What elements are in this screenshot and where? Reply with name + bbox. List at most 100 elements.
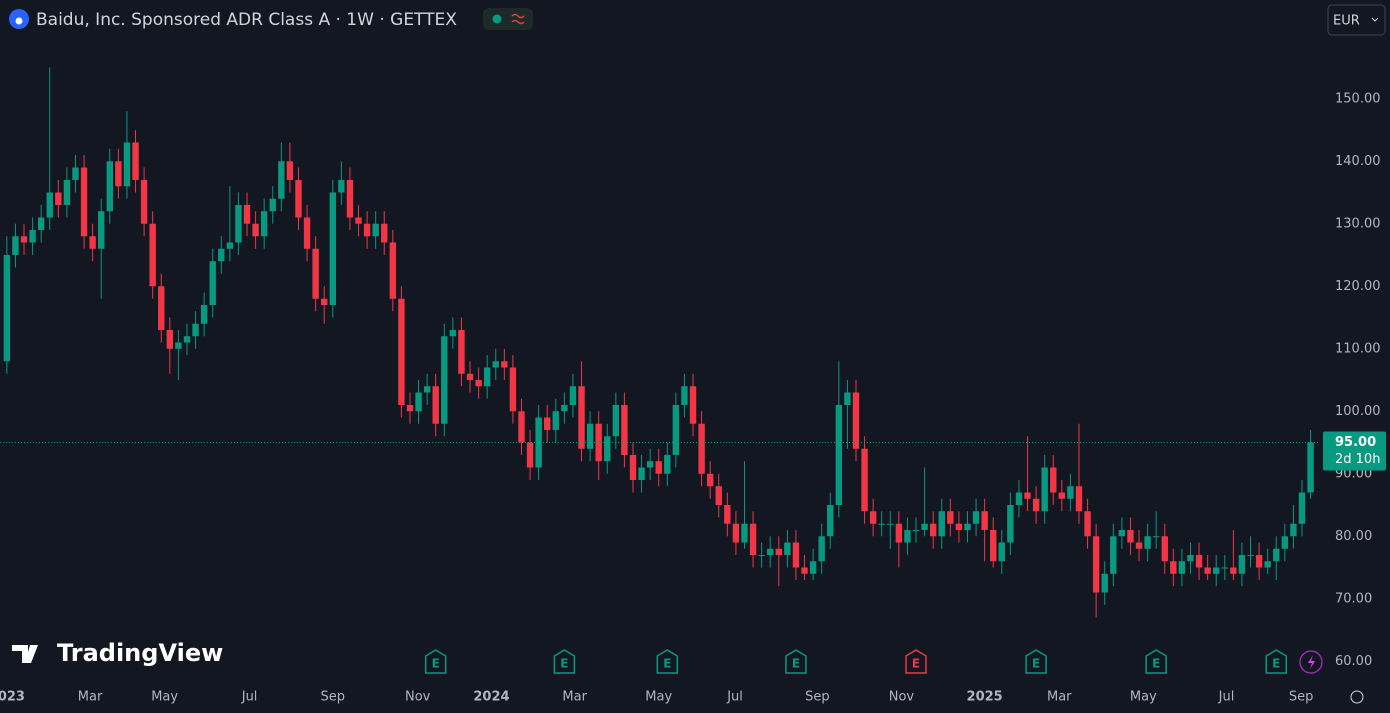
candle-body bbox=[423, 386, 431, 393]
candle-body bbox=[561, 405, 568, 412]
candle-body bbox=[466, 373, 474, 380]
candle-body bbox=[1110, 536, 1117, 574]
candle-body bbox=[46, 192, 53, 218]
candle-body bbox=[501, 361, 508, 368]
candle-body bbox=[818, 536, 825, 562]
market-status bbox=[492, 14, 502, 24]
candle-body bbox=[303, 217, 311, 249]
candle-body bbox=[612, 405, 620, 437]
x-tick-label: Nov bbox=[889, 690, 915, 705]
candle-body bbox=[990, 530, 997, 562]
candle-body bbox=[998, 542, 1005, 562]
candle-body bbox=[321, 298, 328, 305]
settings-icon[interactable] bbox=[1350, 690, 1364, 704]
x-tick-label: Sep bbox=[1289, 690, 1314, 705]
candle-body bbox=[732, 523, 740, 543]
candle-body bbox=[655, 461, 662, 474]
candle-body bbox=[1255, 555, 1263, 568]
candle-body bbox=[269, 198, 276, 212]
plot: 60.0070.0080.0090.00100.00110.00120.0013… bbox=[0, 67, 1386, 705]
x-tick-label: Mar bbox=[1047, 690, 1072, 705]
y-tick-label: 70.00 bbox=[1335, 591, 1372, 606]
candle-body bbox=[286, 161, 294, 180]
currency-label: EUR bbox=[1333, 14, 1360, 29]
candle-body bbox=[767, 548, 774, 555]
dividend-icon[interactable] bbox=[1299, 650, 1323, 674]
currency-button[interactable] bbox=[1327, 4, 1386, 36]
candle-body bbox=[604, 436, 611, 462]
y-tick-label: 100.00 bbox=[1335, 404, 1381, 419]
candle-body bbox=[552, 411, 559, 430]
x-tick-label: 2024 bbox=[473, 690, 509, 705]
earnings-label: E bbox=[1152, 657, 1160, 671]
candle-body bbox=[972, 511, 980, 524]
candle-body bbox=[827, 505, 834, 537]
candle-body bbox=[312, 248, 319, 299]
candle-body bbox=[226, 242, 234, 249]
candle-body bbox=[844, 392, 851, 405]
y-tick-label: 140.00 bbox=[1335, 154, 1381, 169]
earnings-badge bbox=[656, 649, 679, 674]
candle-body bbox=[586, 423, 594, 449]
candle-body bbox=[792, 542, 800, 568]
candle-body bbox=[1187, 555, 1194, 562]
candle-body bbox=[98, 211, 105, 249]
candle-body bbox=[518, 411, 525, 443]
y-tick-label: 120.00 bbox=[1335, 279, 1381, 294]
candle-body bbox=[1118, 530, 1126, 537]
candle-body bbox=[432, 386, 439, 424]
candle-body bbox=[801, 567, 808, 574]
y-tick-label: 60.00 bbox=[1335, 654, 1372, 669]
candle-body bbox=[578, 386, 585, 449]
candle-body bbox=[1238, 555, 1246, 574]
candle-body bbox=[544, 417, 551, 430]
candle-body bbox=[415, 392, 422, 412]
candle-body bbox=[200, 305, 208, 324]
candle-body bbox=[260, 211, 268, 237]
candle-body bbox=[363, 223, 371, 237]
candle-body bbox=[123, 142, 131, 187]
earnings-label: E bbox=[1272, 657, 1280, 671]
y-tick-label: 80.00 bbox=[1335, 529, 1372, 544]
candle-body bbox=[672, 405, 680, 455]
candle-body bbox=[20, 236, 28, 243]
candle-body bbox=[784, 542, 791, 555]
candle-body bbox=[209, 261, 216, 305]
candle-body bbox=[1273, 548, 1280, 562]
candle-body bbox=[981, 511, 988, 530]
candle-body bbox=[295, 180, 302, 218]
candle-body bbox=[1135, 542, 1143, 549]
candle-body bbox=[509, 367, 517, 412]
candle-body bbox=[912, 530, 920, 531]
candle-body bbox=[80, 167, 88, 237]
lightning bbox=[1308, 655, 1315, 669]
y-tick-label: 110.00 bbox=[1335, 341, 1381, 356]
candle-body bbox=[929, 523, 937, 537]
candle-body bbox=[1144, 536, 1151, 549]
brand-name: TradingView bbox=[57, 639, 223, 667]
candle-body bbox=[646, 461, 654, 468]
candle-body bbox=[235, 205, 242, 243]
candle-body bbox=[1170, 561, 1177, 574]
candle-body bbox=[389, 242, 397, 299]
candle-body bbox=[758, 555, 765, 556]
candle-body bbox=[381, 223, 388, 243]
candle-body bbox=[1247, 555, 1254, 556]
earnings-badge bbox=[785, 649, 807, 674]
candle-body bbox=[878, 523, 885, 525]
candle-body bbox=[72, 167, 79, 180]
candle-body bbox=[1152, 536, 1160, 538]
y-tick-label: 130.00 bbox=[1335, 216, 1381, 231]
last-price-label: 95.00 bbox=[1335, 435, 1376, 450]
candle-body bbox=[449, 330, 457, 337]
candle-body bbox=[689, 386, 697, 424]
candle-body bbox=[492, 361, 499, 368]
candle-body bbox=[749, 523, 757, 555]
x-tick-label: Jul bbox=[1218, 690, 1235, 705]
candle-body bbox=[526, 442, 534, 468]
candle-body bbox=[706, 473, 714, 487]
candle-body bbox=[938, 511, 945, 537]
earnings-label: E bbox=[792, 657, 800, 671]
candle-body bbox=[37, 217, 45, 230]
